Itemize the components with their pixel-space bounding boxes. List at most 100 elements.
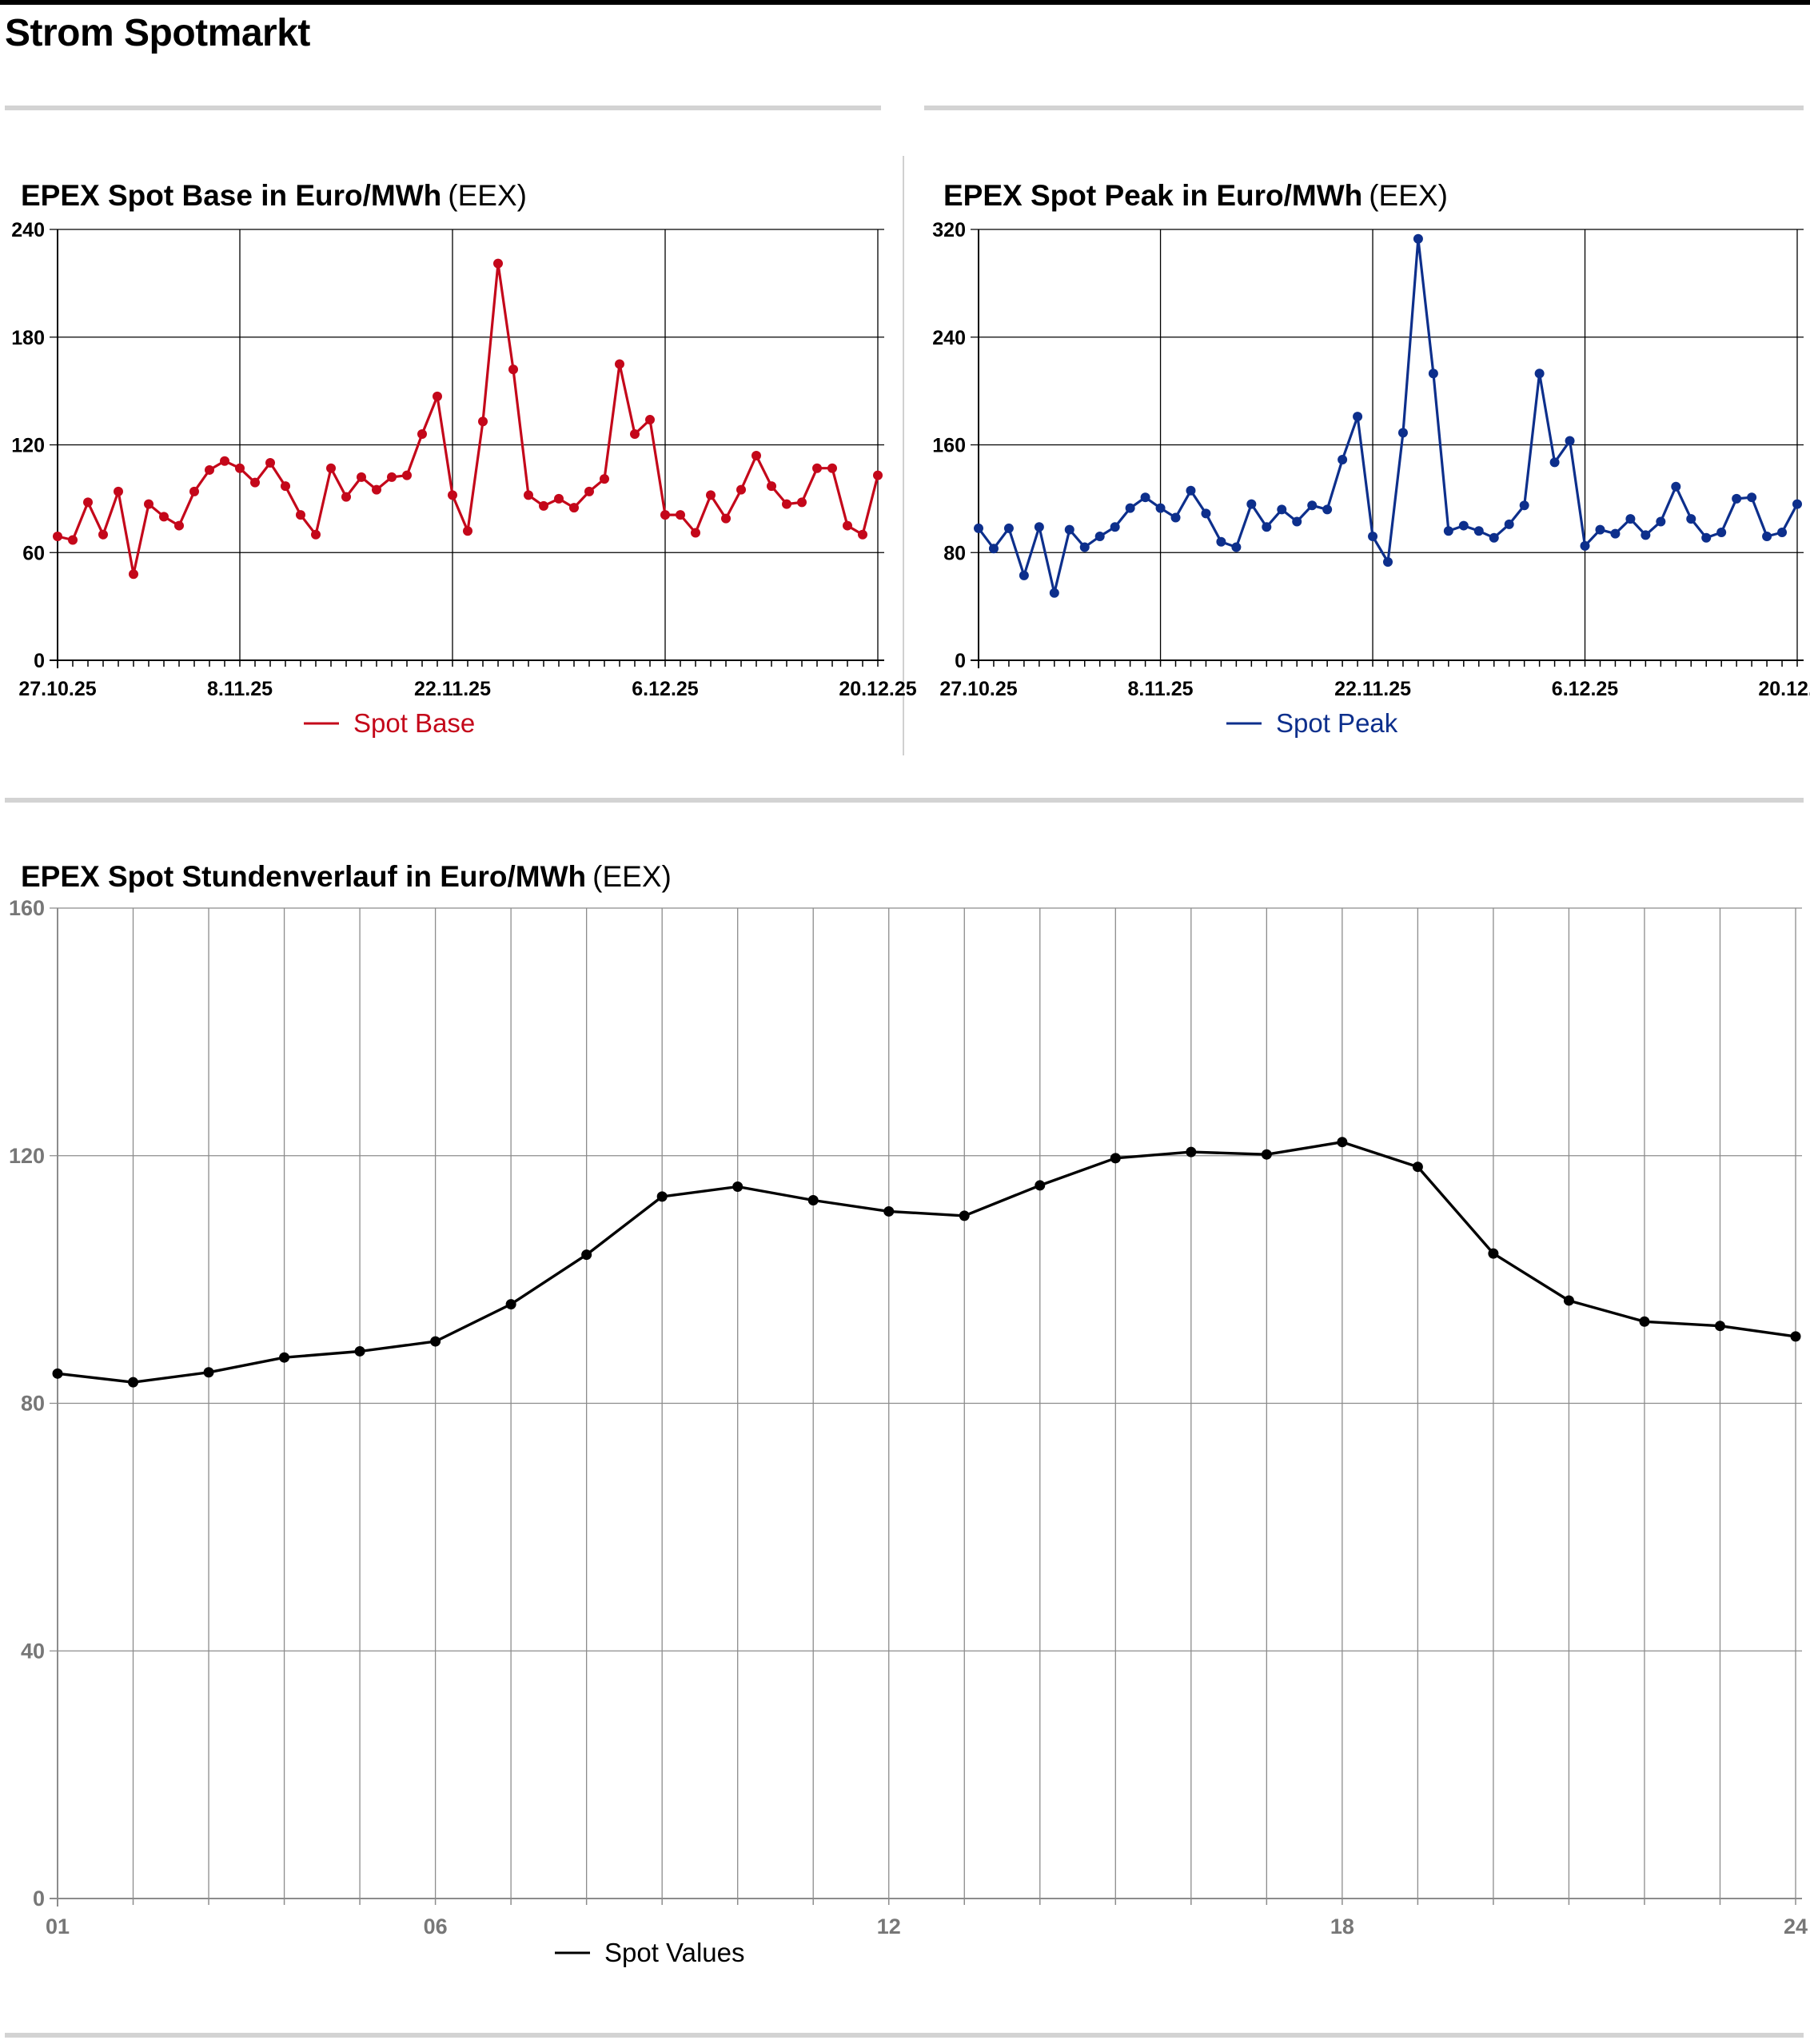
data-point: [1413, 233, 1423, 244]
hourly-chart: 0 40 80 120 160 01 06 12 18 24 Spot Values: [9, 896, 1808, 1967]
x-tick-label: 24: [1784, 1915, 1808, 1938]
data-point: [807, 1195, 819, 1206]
data-point: [873, 470, 883, 480]
y-tick-label: 320: [932, 219, 966, 241]
data-point: [615, 359, 624, 369]
data-point: [68, 535, 78, 545]
data-point: [1489, 532, 1499, 543]
data-point: [858, 529, 867, 540]
data-point: [1110, 522, 1120, 532]
data-point: [279, 1352, 290, 1363]
base-chart-title: EPEX Spot Base in Euro/MWh (EEX): [21, 179, 527, 213]
data-point: [1563, 1295, 1574, 1306]
data-point: [1641, 530, 1651, 540]
data-point: [1035, 1180, 1046, 1191]
data-point: [1792, 499, 1802, 509]
data-point: [1262, 522, 1272, 532]
data-point: [1034, 522, 1044, 532]
data-point: [767, 481, 776, 492]
data-point: [645, 415, 655, 425]
data-point: [883, 1205, 895, 1217]
x-tick-label: 27.10.25: [18, 678, 96, 700]
y-tick-label: 0: [33, 1887, 45, 1911]
data-point: [296, 510, 305, 520]
data-point: [128, 1377, 139, 1388]
data-point: [311, 529, 321, 540]
data-point: [1639, 1316, 1650, 1327]
data-point: [129, 569, 138, 580]
data-point: [265, 457, 275, 468]
legend-label: Spot Base: [353, 708, 475, 738]
data-point: [988, 544, 999, 554]
data-point: [1140, 492, 1150, 503]
y-tick-label: 120: [9, 1144, 45, 1168]
legend-label: Spot Peak: [1276, 708, 1398, 738]
data-point: [478, 416, 488, 427]
data-point: [114, 486, 123, 496]
vertical-separator: [903, 156, 904, 755]
data-point: [1412, 1161, 1423, 1173]
y-tick-label: 80: [943, 542, 966, 564]
divider-right-top: [924, 106, 1804, 110]
peak-title-source: (EEX): [1369, 179, 1448, 212]
x-tick-label: 20.12.25: [1758, 678, 1810, 700]
data-point: [1671, 481, 1681, 492]
data-point: [1747, 492, 1757, 503]
data-point: [1534, 369, 1545, 379]
x-tick-label: 6.12.25: [1552, 678, 1619, 700]
data-point: [736, 484, 746, 495]
data-point: [1307, 500, 1318, 511]
x-tick-label: 18: [1330, 1915, 1354, 1938]
data-point: [1519, 500, 1529, 511]
data-point: [1610, 528, 1621, 539]
data-point: [797, 497, 807, 508]
data-point: [782, 499, 791, 509]
y-tick-label: 240: [932, 327, 966, 349]
y-tick-label: 80: [21, 1392, 45, 1416]
data-point: [656, 1191, 668, 1202]
y-tick-label: 40: [21, 1639, 45, 1663]
data-point: [326, 463, 336, 473]
x-tick-label: 12: [877, 1915, 901, 1938]
data-point: [433, 391, 442, 401]
x-tick-label: 8.11.25: [1128, 678, 1194, 700]
x-tick-label: 8.11.25: [207, 678, 273, 700]
data-point: [205, 464, 214, 475]
data-point: [691, 528, 700, 538]
data-point: [1595, 524, 1605, 535]
data-point: [1186, 485, 1196, 496]
data-point: [524, 490, 533, 500]
hourly-title-text: EPEX Spot Stundenverlauf in Euro/MWh: [21, 860, 587, 893]
data-point: [1003, 523, 1014, 533]
data-point: [1473, 526, 1484, 536]
series-line: [57, 1141, 1796, 1384]
y-tick-label: 120: [11, 435, 45, 457]
data-point: [1155, 503, 1166, 513]
data-point: [1777, 527, 1788, 537]
data-point: [1565, 436, 1575, 446]
data-point: [1201, 508, 1211, 519]
data-point: [600, 474, 609, 484]
legend-label: Spot Values: [604, 1938, 745, 1967]
data-point: [1686, 514, 1696, 524]
data-point: [1261, 1149, 1272, 1160]
x-tick-label: 22.11.25: [1334, 678, 1411, 700]
data-point: [1428, 369, 1438, 379]
data-point: [1368, 532, 1378, 542]
peak-chart: 0 80 160 240 320 27.10.25 8.11.25 22.11.25 6.12.…: [932, 219, 1810, 738]
data-point: [1580, 540, 1590, 551]
data-point: [584, 486, 594, 496]
data-point: [463, 526, 472, 536]
data-point: [1716, 527, 1727, 537]
data-point: [581, 1249, 592, 1261]
data-point: [402, 470, 412, 480]
data-point: [1338, 455, 1348, 465]
data-point: [1064, 524, 1074, 535]
data-point: [1762, 532, 1772, 542]
data-point: [387, 472, 397, 482]
peak-title-text: EPEX Spot Peak in Euro/MWh: [943, 179, 1363, 212]
data-point: [1277, 504, 1287, 515]
base-chart: 0 60 120 180 240 27.10.25 8.11.25 22.11.25 6.12.…: [11, 219, 916, 738]
x-tick-label: 27.10.25: [939, 678, 1017, 700]
data-point: [1049, 588, 1059, 598]
